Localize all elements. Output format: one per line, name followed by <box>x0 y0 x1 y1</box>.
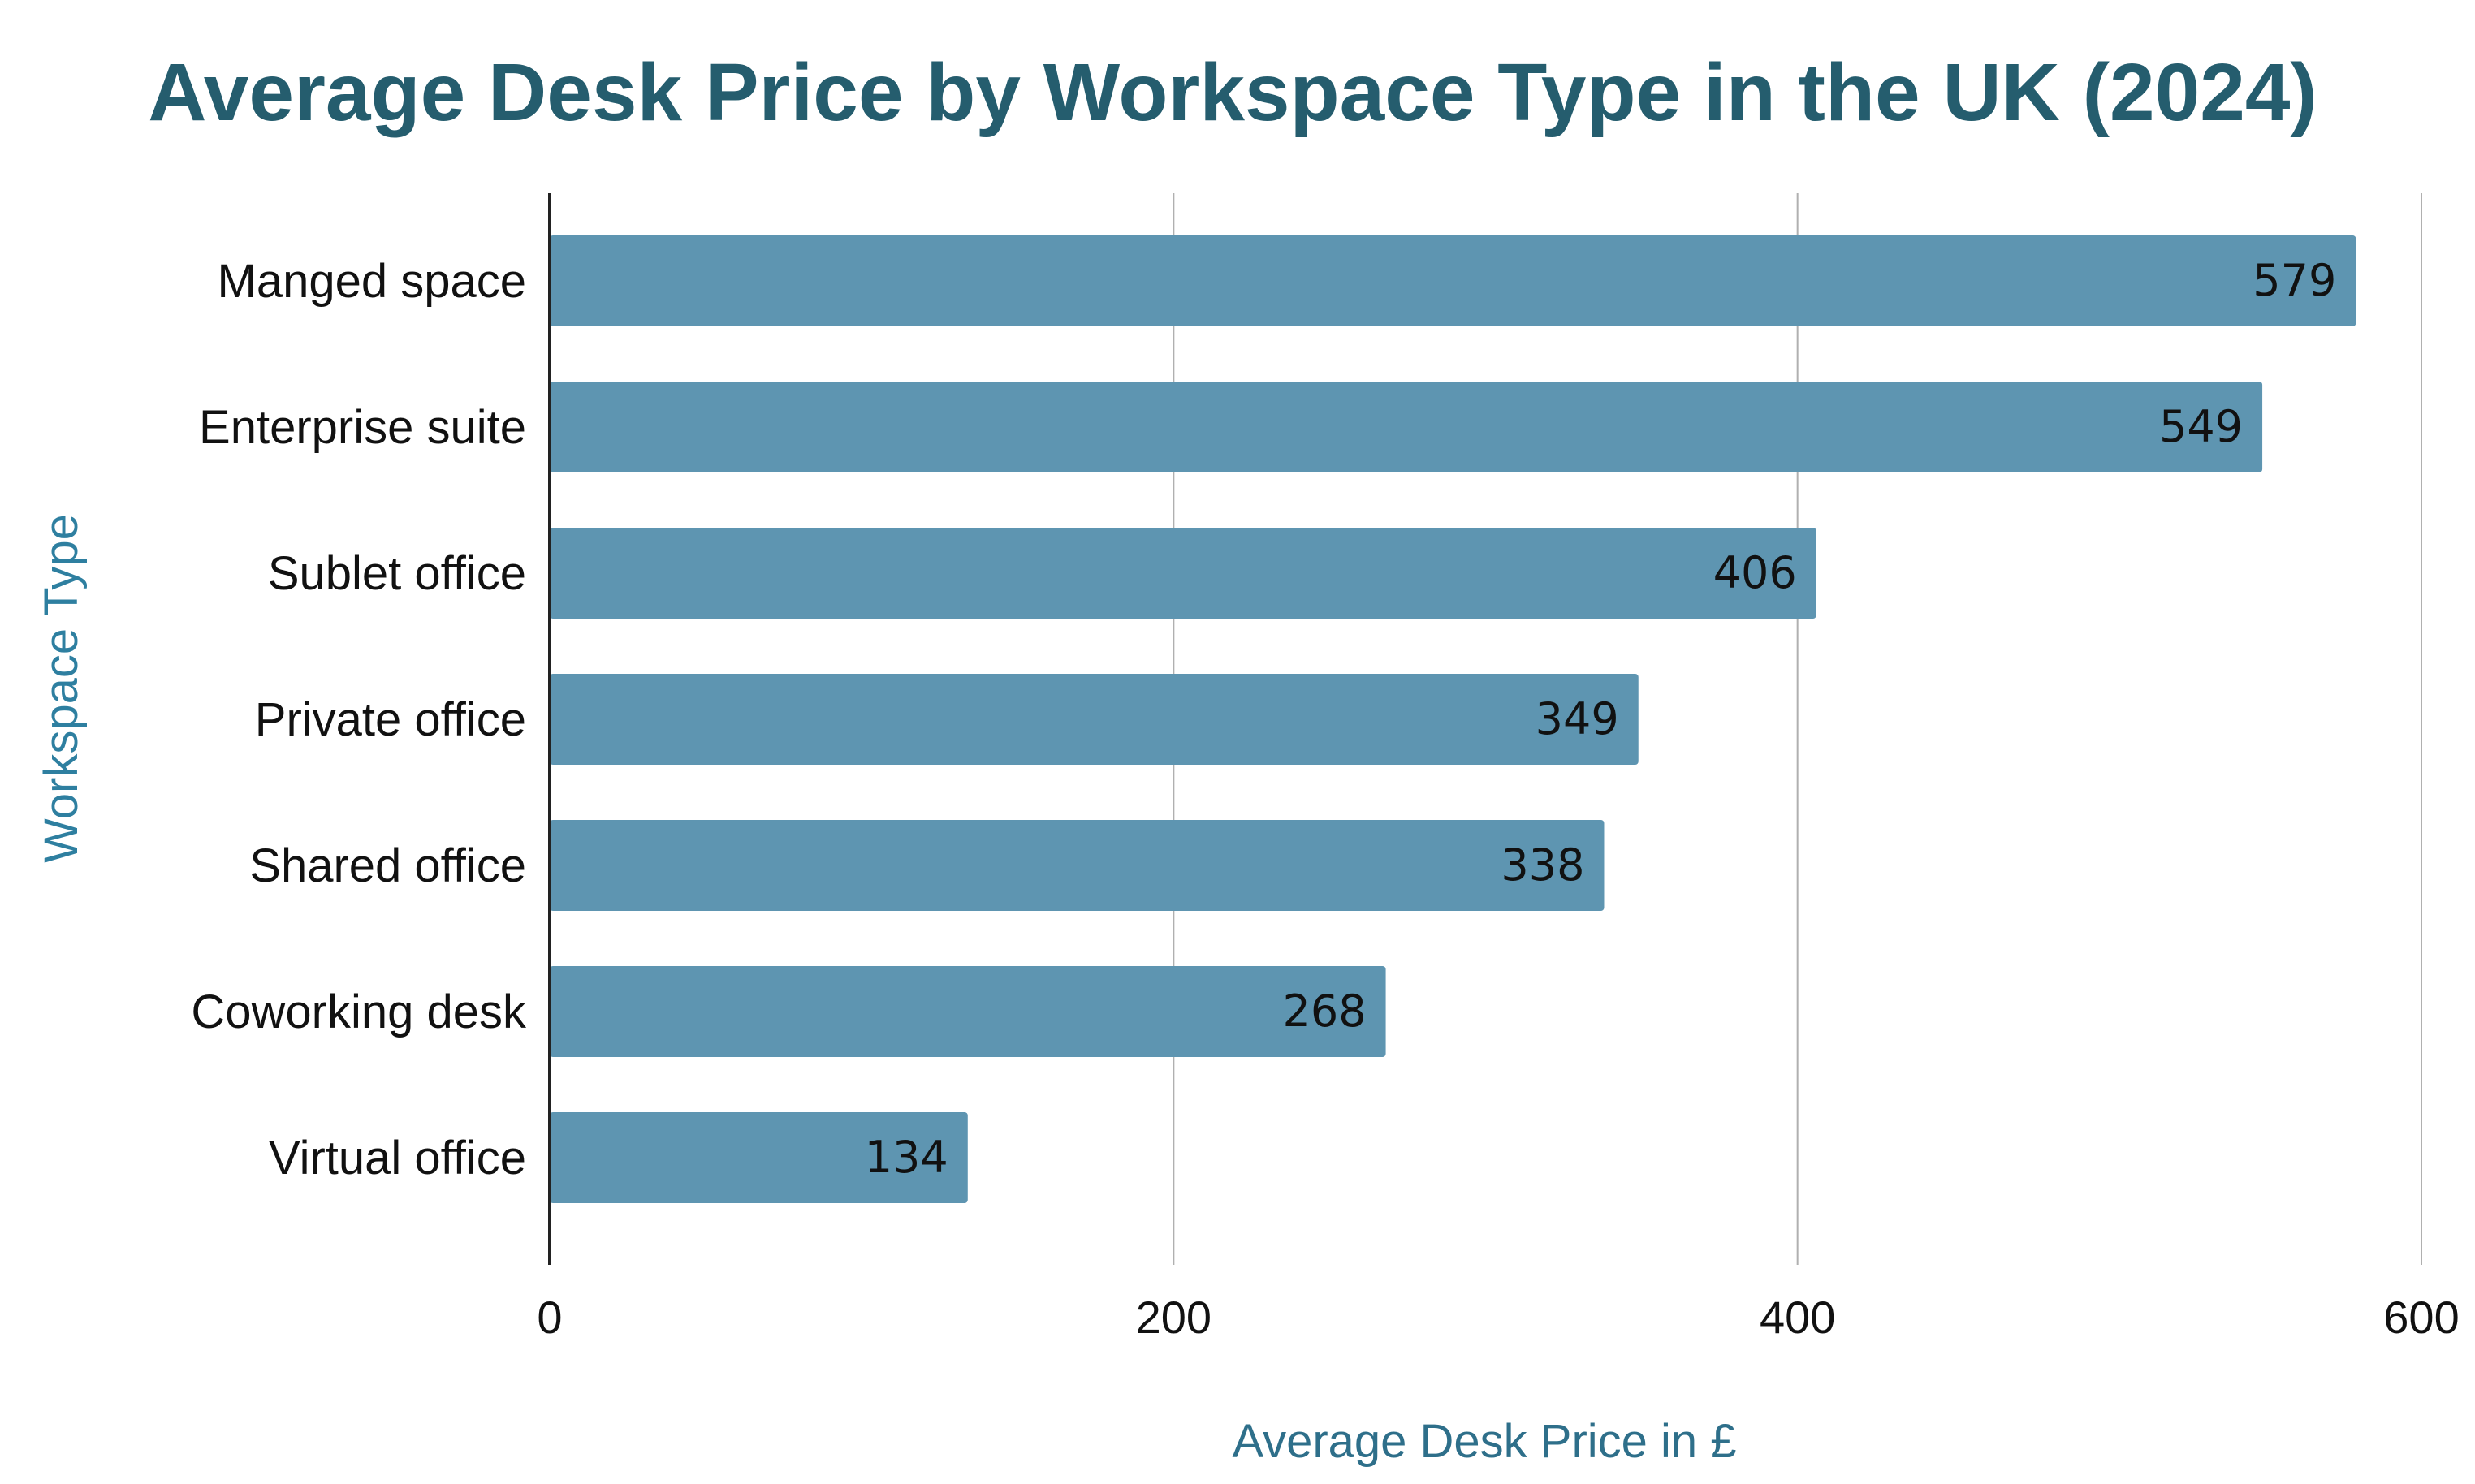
bars <box>550 235 2356 1203</box>
category-label: Coworking desk <box>191 986 527 1038</box>
x-tick-label: 400 <box>1760 1292 1835 1343</box>
bar <box>550 235 2356 326</box>
x-tick-label: 600 <box>2383 1292 2459 1343</box>
x-tick-labels: 0 200 400 600 <box>537 1292 2459 1343</box>
y-axis-title: Workspace Type <box>35 514 88 863</box>
data-label: 406 <box>1713 547 1797 598</box>
bar <box>550 1112 968 1203</box>
bar <box>550 382 2263 472</box>
data-label: 349 <box>1536 693 1619 744</box>
category-label: Private office <box>255 693 526 746</box>
x-axis-title: Average Desk Price in £ <box>1232 1415 1736 1468</box>
data-label: 268 <box>1282 986 1366 1037</box>
category-label: Manged space <box>218 255 526 308</box>
bar <box>550 820 1605 911</box>
category-label: Shared office <box>249 839 526 892</box>
x-tick-label: 0 <box>537 1292 562 1343</box>
data-label: 579 <box>2253 255 2336 306</box>
category-labels: Manged space Enterprise suite Sublet offic… <box>191 255 527 1184</box>
bar <box>550 966 1386 1057</box>
data-label: 134 <box>865 1132 948 1183</box>
category-label: Virtual office <box>269 1132 526 1184</box>
bar <box>550 674 1639 765</box>
data-labels: 579 549 406 349 338 268 134 <box>865 255 2337 1183</box>
data-label: 338 <box>1501 839 1584 891</box>
category-label: Sublet office <box>268 547 526 600</box>
data-label: 549 <box>2159 401 2243 452</box>
chart-title: Average Desk Price by Workspace Type in … <box>148 47 2317 138</box>
bar <box>550 528 1816 619</box>
category-label: Enterprise suite <box>199 401 526 454</box>
x-tick-label: 200 <box>1136 1292 1212 1343</box>
